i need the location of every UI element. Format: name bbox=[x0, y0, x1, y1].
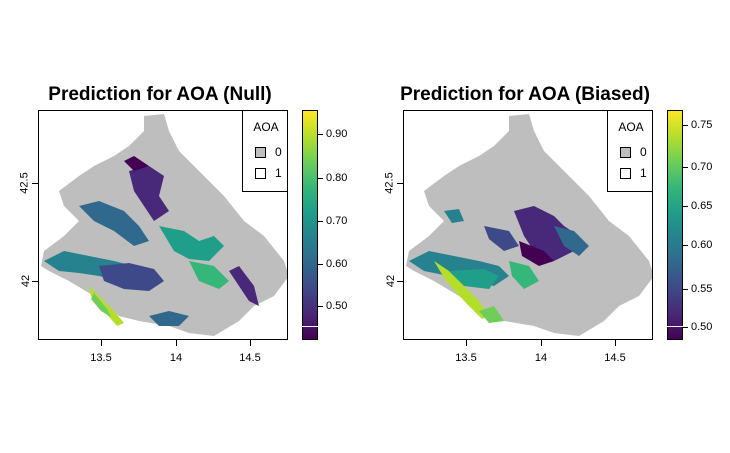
x-tick-mark bbox=[615, 340, 616, 346]
panel-null: Prediction for AOA (Null) 13.5 14 14.5 4… bbox=[18, 84, 348, 364]
prediction-patch bbox=[554, 226, 589, 256]
legend-swatch bbox=[255, 168, 266, 179]
colorbar-tick-mark bbox=[318, 178, 323, 179]
legend-swatch bbox=[255, 147, 266, 158]
colorbar-tick-mark bbox=[318, 221, 323, 222]
prediction-patch bbox=[229, 266, 259, 306]
prediction-patch bbox=[509, 261, 539, 289]
prediction-patch bbox=[89, 286, 124, 326]
y-tick-label: 42 bbox=[385, 274, 398, 288]
colorbar-tick-mark bbox=[683, 289, 688, 290]
colorbar-tick-label: 0.60 bbox=[691, 239, 713, 251]
colorbar-tick-mark bbox=[318, 306, 323, 307]
map-raster bbox=[41, 114, 287, 336]
panel-title: Prediction for AOA (Biased) bbox=[400, 84, 650, 105]
legend-swatch bbox=[620, 147, 631, 158]
colorbar-tick-label: 0.50 bbox=[691, 321, 713, 333]
legend-label: 1 bbox=[640, 166, 647, 180]
colorbar-marker bbox=[302, 326, 318, 327]
prediction-patch bbox=[149, 311, 189, 326]
legend-title: AOA bbox=[618, 120, 644, 134]
colorbar-tick-label: 0.70 bbox=[326, 215, 348, 227]
colorbar-tick-mark bbox=[683, 327, 688, 328]
prediction-patch bbox=[444, 209, 464, 223]
legend-swatch bbox=[620, 168, 631, 179]
prediction-patch bbox=[159, 226, 224, 261]
legend-label: 1 bbox=[275, 166, 282, 180]
prediction-patch bbox=[79, 201, 149, 246]
x-tick-label: 13.5 bbox=[90, 352, 112, 364]
legend-label: 0 bbox=[275, 145, 282, 159]
x-tick-mark bbox=[176, 340, 177, 346]
prediction-patch bbox=[479, 306, 504, 323]
colorbar bbox=[667, 110, 683, 340]
colorbar-tick-mark bbox=[683, 245, 688, 246]
prediction-patch bbox=[449, 269, 499, 289]
legend-label: 0 bbox=[640, 145, 647, 159]
colorbar-tick-label: 0.90 bbox=[326, 128, 348, 140]
colorbar-tick-label: 0.65 bbox=[691, 200, 713, 212]
prediction-patch bbox=[91, 293, 111, 317]
y-tick-mark bbox=[397, 281, 403, 282]
x-tick-label: 13.5 bbox=[455, 352, 477, 364]
y-tick-mark bbox=[397, 183, 403, 184]
colorbar-tick-label: 0.70 bbox=[691, 161, 713, 173]
prediction-patch bbox=[484, 226, 519, 251]
x-tick-mark bbox=[101, 340, 102, 346]
legend-title: AOA bbox=[253, 120, 279, 134]
y-tick-label: 42 bbox=[20, 274, 33, 288]
prediction-patch bbox=[519, 241, 554, 266]
colorbar-marker bbox=[667, 326, 683, 327]
y-tick-mark bbox=[32, 281, 38, 282]
map-raster bbox=[406, 114, 652, 336]
colorbar-tick-mark bbox=[318, 134, 323, 135]
prediction-patch bbox=[434, 261, 489, 319]
prediction-patch bbox=[514, 206, 579, 261]
colorbar-tick-mark bbox=[683, 125, 688, 126]
panel-biased: Prediction for AOA (Biased) 13.5 14 14.5… bbox=[365, 0, 730, 453]
x-tick-label: 14 bbox=[169, 352, 183, 364]
colorbar-tick-label: 0.60 bbox=[326, 258, 348, 270]
x-tick-mark bbox=[250, 340, 251, 346]
panel-title: Prediction for AOA (Null) bbox=[48, 84, 272, 105]
x-tick-label: 14.5 bbox=[239, 352, 261, 364]
x-tick-mark bbox=[541, 340, 542, 346]
prediction-patch bbox=[129, 166, 169, 221]
x-tick-mark bbox=[466, 340, 467, 346]
colorbar-tick-label: 0.75 bbox=[691, 119, 713, 131]
x-tick-label: 14.5 bbox=[604, 352, 626, 364]
prediction-patch bbox=[124, 156, 149, 171]
colorbar-tick-mark bbox=[683, 167, 688, 168]
prediction-patch bbox=[189, 261, 229, 289]
aoa-legend: AOA 0 1 bbox=[242, 110, 288, 192]
colorbar-tick-label: 0.80 bbox=[326, 172, 348, 184]
colorbar-tick-label: 0.50 bbox=[326, 300, 348, 312]
y-tick-label: 42.5 bbox=[383, 172, 396, 194]
colorbar-tick-label: 0.55 bbox=[691, 283, 713, 295]
y-tick-label: 42.5 bbox=[18, 172, 31, 194]
y-tick-mark bbox=[32, 183, 38, 184]
x-tick-label: 14 bbox=[534, 352, 548, 364]
colorbar bbox=[302, 110, 318, 340]
aoa-legend: AOA 0 1 bbox=[607, 110, 653, 192]
colorbar-tick-mark bbox=[683, 206, 688, 207]
prediction-patch bbox=[99, 263, 164, 291]
colorbar-tick-mark bbox=[318, 264, 323, 265]
